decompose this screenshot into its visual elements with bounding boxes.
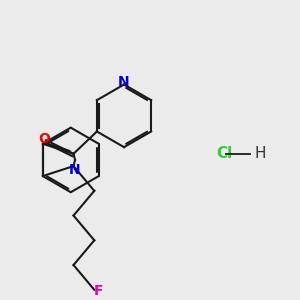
Text: F: F [94,284,104,298]
Text: N: N [118,75,130,89]
Text: O: O [39,132,50,145]
Text: H: H [255,146,266,161]
Text: Cl: Cl [216,146,232,161]
Text: N: N [68,163,80,177]
